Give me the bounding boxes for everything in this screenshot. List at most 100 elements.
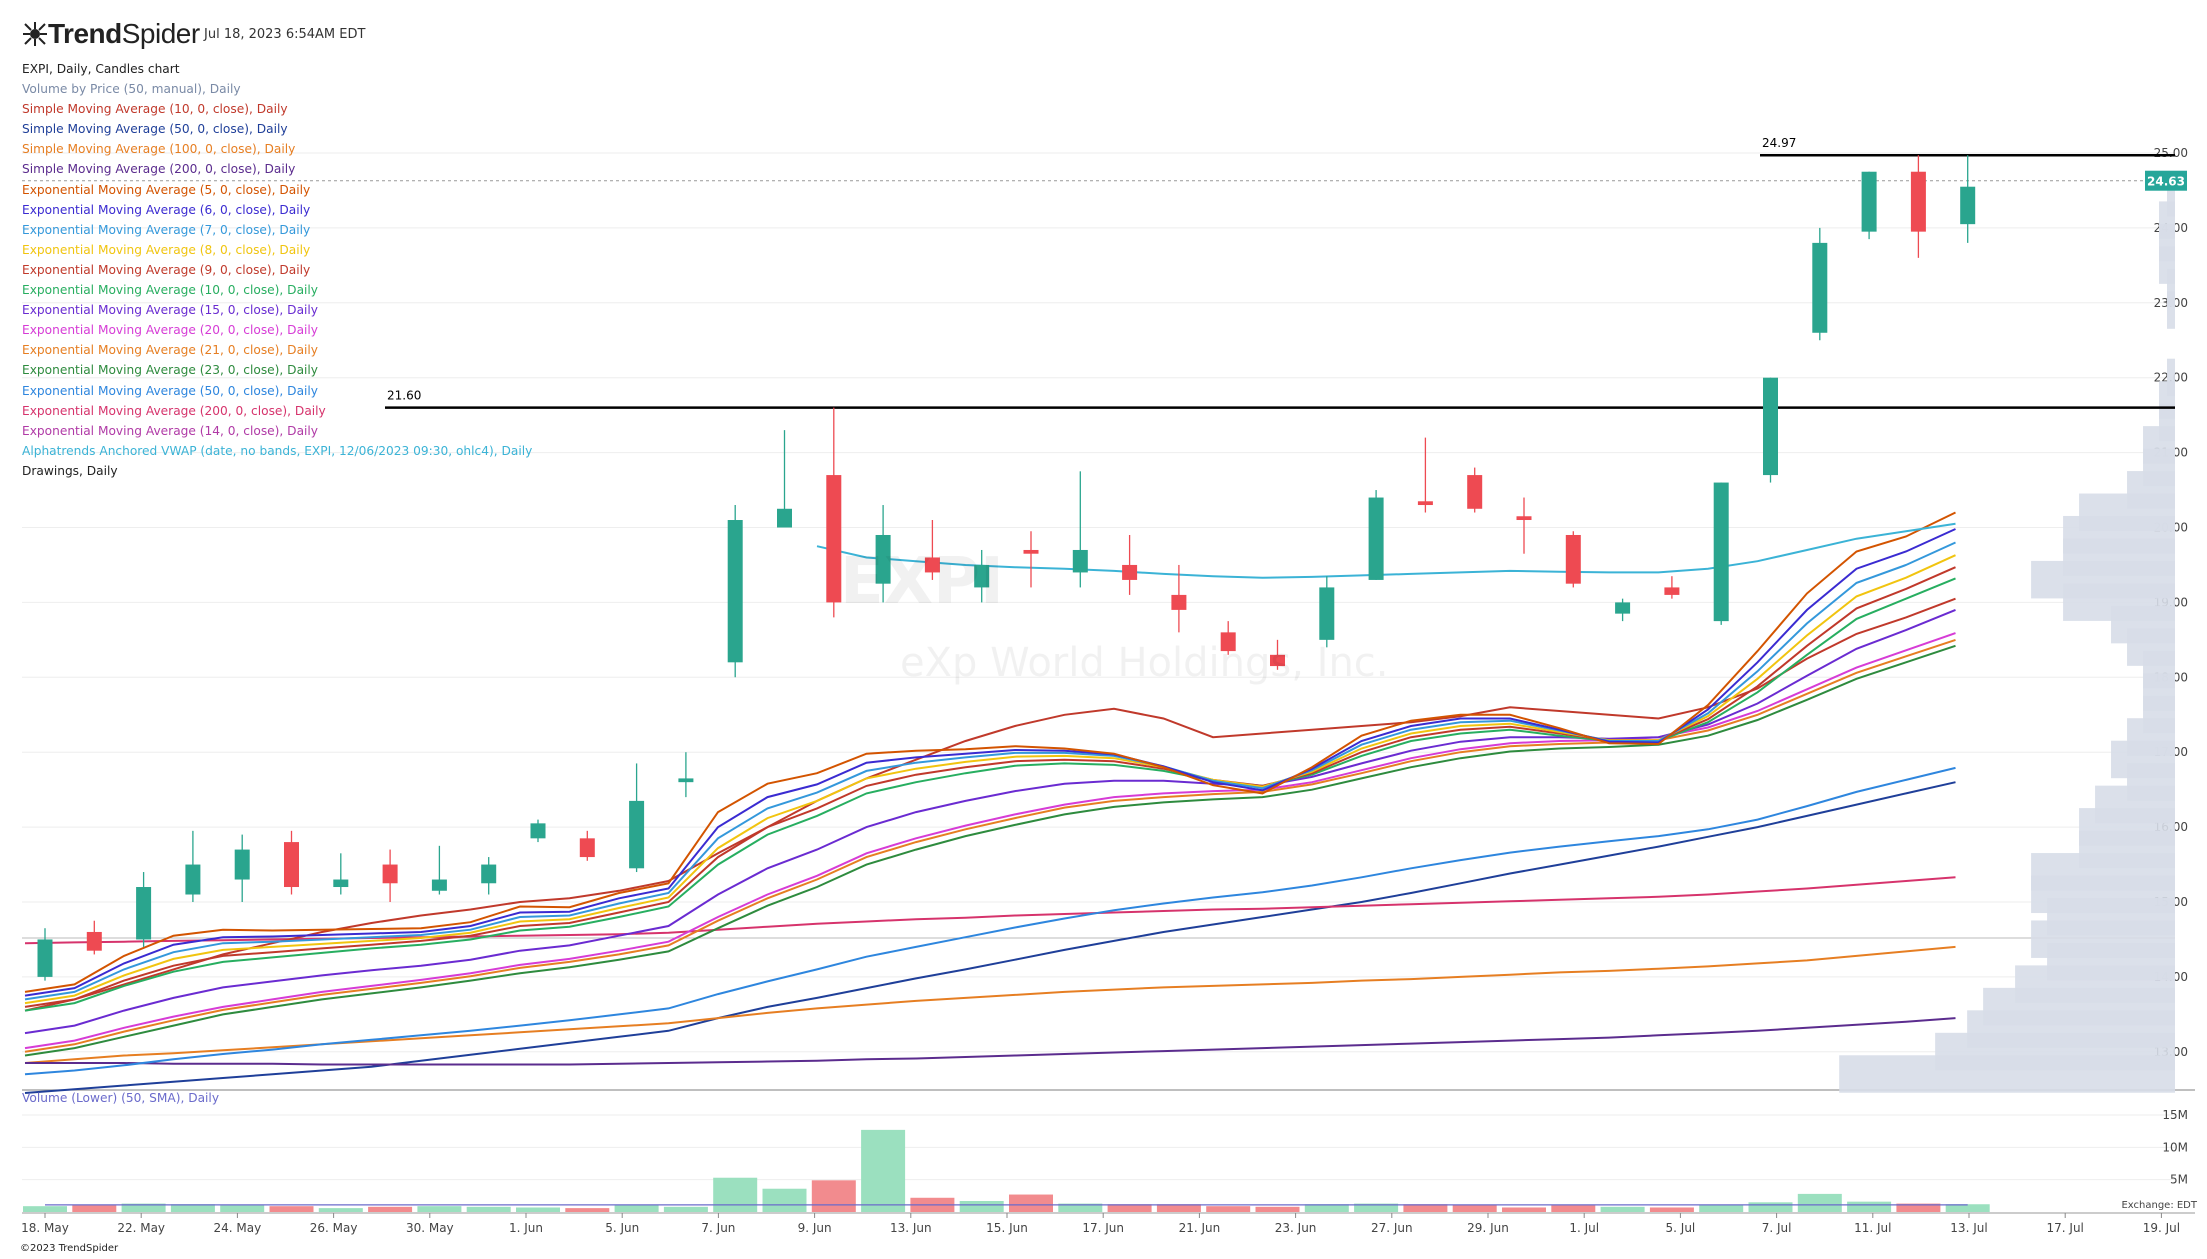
volume-bar xyxy=(516,1207,560,1212)
moving-average-line xyxy=(24,632,1956,1050)
legend-item[interactable]: Exponential Moving Average (15, 0, close… xyxy=(22,303,319,318)
date-tick-label: 13. Jul xyxy=(1950,1221,1987,1235)
date-tick-label: 17. Jun xyxy=(1082,1221,1124,1235)
volume-profile-bar xyxy=(2167,178,2175,217)
date-tick-label: 1. Jul xyxy=(1569,1221,1599,1235)
moving-average-line xyxy=(24,541,1956,1001)
brand-trend: Trend xyxy=(48,18,122,49)
volume-tick-label: 5M xyxy=(2170,1173,2188,1187)
trendspider-logo: TrendSpider xyxy=(22,18,200,50)
candle-body xyxy=(1368,497,1384,580)
drawing-line-label: 21.60 xyxy=(387,389,421,403)
candle-body xyxy=(974,564,990,588)
moving-average-line xyxy=(24,608,1956,1035)
last-price-badge xyxy=(2145,170,2187,191)
moving-average-line xyxy=(24,566,1956,1008)
volume-legend-label: Volume (Lower) (50, SMA), Daily xyxy=(22,1091,220,1105)
volume-bar xyxy=(1649,1207,1694,1212)
date-tick-label: 7. Jul xyxy=(1762,1221,1792,1235)
date-tick-label: 5. Jul xyxy=(1666,1221,1696,1235)
volume-bar xyxy=(614,1204,659,1212)
legend-item[interactable]: Exponential Moving Average (5, 0, close)… xyxy=(22,182,311,197)
volume-bar xyxy=(1156,1204,1201,1212)
legend-item[interactable]: Simple Moving Average (200, 0, close), D… xyxy=(22,162,296,177)
volume-bar xyxy=(1502,1207,1546,1212)
moving-average-line xyxy=(25,1017,1956,1066)
volume-bar xyxy=(1945,1204,1990,1212)
datestamp: Jul 18, 2023 6:54AM EDT xyxy=(204,27,366,42)
volume-bar xyxy=(959,1201,1004,1212)
volume-bar xyxy=(1304,1204,1349,1212)
candle-body xyxy=(924,557,940,573)
candle-body xyxy=(1615,602,1631,614)
candle-body xyxy=(1861,171,1877,232)
volume-bar xyxy=(811,1180,856,1212)
candle-body xyxy=(1910,171,1926,232)
brand-spider: Spider xyxy=(121,18,200,49)
volume-bar xyxy=(762,1188,807,1212)
spider-icon xyxy=(23,22,47,46)
date-tick-label: 29. Jun xyxy=(1467,1221,1509,1235)
candle-body xyxy=(1812,242,1828,333)
volume-bar xyxy=(72,1205,117,1212)
volume-tick-label: 15M xyxy=(2162,1108,2188,1122)
volume-profile-bar xyxy=(2167,268,2175,307)
date-tick-label: 21. Jun xyxy=(1179,1221,1221,1235)
volume-tick-label: 10M xyxy=(2162,1140,2188,1154)
moving-average-line xyxy=(24,644,1956,1057)
candle-body xyxy=(86,931,102,951)
volume-bar xyxy=(1452,1204,1497,1212)
volume-bar xyxy=(663,1206,708,1212)
legend-item[interactable]: Exponential Moving Average (14, 0, close… xyxy=(22,423,319,438)
moving-average-line xyxy=(816,522,1956,579)
last-price-label: 24.63 xyxy=(2147,175,2185,189)
candle-body xyxy=(431,879,447,891)
legend-item[interactable]: Exponential Moving Average (23, 0, close… xyxy=(22,363,319,378)
legend-item[interactable]: Exponential Moving Average (21, 0, close… xyxy=(22,343,319,358)
date-tick-label: 18. May xyxy=(21,1221,69,1235)
date-tick-label: 30. May xyxy=(406,1221,454,1235)
candle-body xyxy=(1122,564,1138,580)
legend-item[interactable]: Simple Moving Average (100, 0, close), D… xyxy=(22,142,296,157)
date-tick-label: 11. Jul xyxy=(1854,1221,1891,1235)
legend-item[interactable]: Exponential Moving Average (7, 0, close)… xyxy=(22,222,311,237)
legend-item[interactable]: Exponential Moving Average (9, 0, close)… xyxy=(22,262,311,277)
candle-body xyxy=(629,800,645,869)
legend-item[interactable]: Alphatrends Anchored VWAP (date, no band… xyxy=(22,443,533,458)
candle-body xyxy=(1171,594,1187,610)
volume-bar xyxy=(565,1208,610,1212)
legend-item[interactable]: Simple Moving Average (50, 0, close), Da… xyxy=(22,122,288,137)
volume-bar xyxy=(269,1206,314,1212)
legend-item[interactable]: Exponential Moving Average (6, 0, close)… xyxy=(22,202,311,217)
volume-bar xyxy=(1403,1204,1448,1212)
candle-body xyxy=(481,864,497,884)
legend-item[interactable]: Drawings, Daily xyxy=(22,463,118,478)
legend-item[interactable]: Exponential Moving Average (200, 0, clos… xyxy=(22,403,326,418)
candle-body xyxy=(1270,654,1285,667)
moving-average-line xyxy=(24,781,1956,1094)
volume-bar xyxy=(23,1206,67,1212)
date-tick-label: 17. Jul xyxy=(2047,1221,2084,1235)
date-tick-label: 26. May xyxy=(310,1221,358,1235)
candle-body xyxy=(1713,482,1729,622)
candle-body xyxy=(1664,587,1680,595)
price-tick-label: 25.00 xyxy=(2154,146,2188,160)
moving-average-line xyxy=(24,597,1956,1012)
candle-body xyxy=(678,778,694,783)
candle-body xyxy=(777,508,792,528)
legend-item[interactable]: Exponential Moving Average (50, 0, close… xyxy=(22,383,319,398)
date-tick-label: 24. May xyxy=(214,1221,262,1235)
legend-item[interactable]: Volume by Price (50, manual), Daily xyxy=(22,82,241,97)
legend-item[interactable]: Exponential Moving Average (20, 0, close… xyxy=(22,323,319,338)
legend-item[interactable]: Simple Moving Average (10, 0, close), Da… xyxy=(22,102,288,117)
legend-item[interactable]: EXPI, Daily, Candles chart xyxy=(22,62,180,76)
moving-average-line xyxy=(24,528,1956,997)
volume-bar xyxy=(170,1204,215,1212)
date-tick-label: 27. Jun xyxy=(1371,1221,1413,1235)
candle-body xyxy=(1220,632,1236,652)
candle-body xyxy=(1319,587,1335,640)
legend-item[interactable]: Exponential Moving Average (10, 0, close… xyxy=(22,283,319,298)
legend-item[interactable]: Exponential Moving Average (8, 0, close)… xyxy=(22,242,311,257)
watermark-ticker: EXPI xyxy=(840,545,1004,619)
